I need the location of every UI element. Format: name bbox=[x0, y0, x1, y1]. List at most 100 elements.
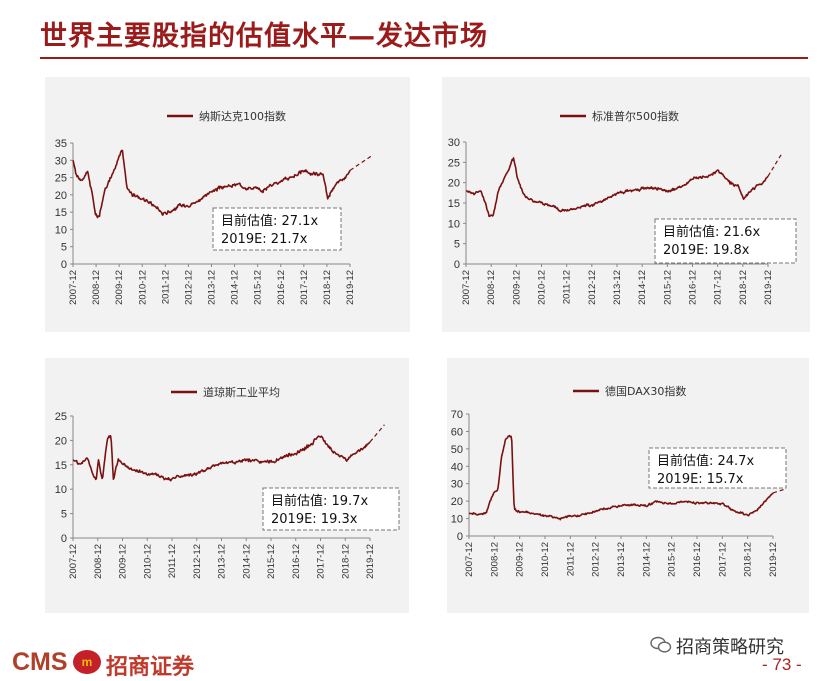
x-tick-label: 2016-12 bbox=[688, 270, 699, 305]
x-tick-label: 2018-12 bbox=[738, 270, 749, 305]
x-tick-label: 2013-12 bbox=[616, 542, 627, 577]
y-tick-label: 5 bbox=[61, 509, 67, 521]
projection-line bbox=[349, 154, 374, 171]
page-number: - 73 - bbox=[762, 655, 802, 674]
chart-nasdaq: 纳斯达克100指数 0 5 10 15 20 25 30 35 2007-12 2008-12 200… bbox=[55, 109, 374, 305]
y-tick-label: 15 bbox=[55, 460, 67, 472]
valuation-box bbox=[212, 207, 342, 251]
y-tick-label: 5 bbox=[454, 239, 460, 251]
x-tick-label: 2018-12 bbox=[340, 544, 351, 579]
x-tick-label: 2012-12 bbox=[591, 542, 602, 577]
x-tick-label: 2019-12 bbox=[763, 270, 774, 305]
x-tick-label: 2007-12 bbox=[464, 542, 475, 577]
y-tick-label: 0 bbox=[61, 533, 67, 545]
y-tick-label: 10 bbox=[55, 224, 67, 236]
x-tick-label: 2010-12 bbox=[540, 542, 551, 577]
brand-logo-icon: m bbox=[73, 650, 101, 674]
x-tick-label: 2017-12 bbox=[299, 270, 310, 305]
x-tick-label: 2009-12 bbox=[114, 270, 125, 305]
x-tick-label: 2018-12 bbox=[743, 542, 754, 577]
chart-panel-dow: 道琼斯工业平均 0 5 10 15 20 25 2007-12 2008-12 2009-12 20… bbox=[45, 358, 409, 613]
legend-label: 德国DAX30指数 bbox=[605, 384, 686, 398]
x-tick-label: 2017-12 bbox=[316, 544, 327, 579]
x-tick-label: 2017-12 bbox=[713, 270, 724, 305]
x-tick-label: 2008-12 bbox=[91, 270, 102, 305]
x-tick-label: 2009-12 bbox=[118, 544, 129, 579]
x-tick-label: 2019-12 bbox=[365, 544, 376, 579]
y-tick-label: 15 bbox=[448, 198, 460, 210]
current-valuation: 目前估值: 27.1x bbox=[221, 213, 318, 229]
legend-label: 道琼斯工业平均 bbox=[203, 385, 280, 399]
y-tick-label: 10 bbox=[55, 484, 67, 496]
valuation-box bbox=[654, 218, 797, 264]
x-tick-label: 2015-12 bbox=[667, 542, 678, 577]
valuation-box bbox=[262, 487, 400, 531]
series-line-sp500 bbox=[465, 157, 769, 218]
x-tick-label: 2015-12 bbox=[662, 270, 673, 305]
x-tick-label: 2013-12 bbox=[207, 270, 218, 305]
forecast-valuation: 2019E: 19.8x bbox=[663, 243, 750, 258]
y-tick-label: 0 bbox=[454, 259, 460, 271]
x-tick-label: 2016-12 bbox=[692, 542, 703, 577]
x-tick-label: 2010-12 bbox=[137, 270, 148, 305]
y-tick-label: 15 bbox=[55, 207, 67, 219]
x-tick-label: 2011-12 bbox=[167, 544, 178, 578]
x-tick-label: 2019-12 bbox=[768, 542, 779, 577]
chart-dax: 德国DAX30指数 0 10 20 30 40 50 60 70 2007-12 2008-12 20… bbox=[451, 384, 787, 577]
series-line-dow bbox=[72, 435, 371, 482]
valuation-box bbox=[648, 447, 787, 489]
x-tick-label: 2012-12 bbox=[183, 270, 194, 305]
x-tick-label: 2012-12 bbox=[587, 270, 598, 305]
x-tick-label: 2008-12 bbox=[93, 544, 104, 579]
chart-panel-sp500: 标准普尔500指数 0 5 10 15 20 25 30 2007-12 2008-12 2009-… bbox=[442, 77, 810, 332]
y-tick-label: 60 bbox=[451, 426, 463, 438]
y-tick-label: 70 bbox=[451, 409, 463, 421]
x-tick-label: 2015-12 bbox=[253, 270, 264, 305]
x-tick-label: 2009-12 bbox=[515, 542, 526, 577]
x-tick-label: 2019-12 bbox=[345, 270, 356, 305]
wechat-account: 招商策略研究 bbox=[676, 637, 784, 658]
y-tick-label: 25 bbox=[448, 157, 460, 169]
projection-line bbox=[767, 151, 784, 177]
x-tick-label: 2008-12 bbox=[486, 270, 497, 305]
y-tick-label: 25 bbox=[55, 411, 67, 423]
company-name: 招商证券 bbox=[106, 655, 195, 680]
x-tick-label: 2014-12 bbox=[637, 270, 648, 305]
projection-line bbox=[369, 424, 385, 443]
forecast-valuation: 2019E: 19.3x bbox=[271, 512, 358, 527]
y-tick-label: 0 bbox=[61, 259, 67, 271]
chart-dow: 道琼斯工业平均 0 5 10 15 20 25 2007-12 2008-12 2009-12 20… bbox=[55, 385, 400, 579]
x-tick-label: 2009-12 bbox=[511, 270, 522, 305]
series-line-nasdaq bbox=[72, 149, 351, 219]
forecast-valuation: 2019E: 21.7x bbox=[221, 232, 308, 247]
page-title: 世界主要股指的估值水平—发达市场 bbox=[40, 21, 488, 52]
y-tick-label: 30 bbox=[55, 155, 67, 167]
y-tick-label: 10 bbox=[451, 514, 463, 526]
y-tick-label: 20 bbox=[55, 435, 67, 447]
y-tick-label: 30 bbox=[448, 137, 460, 149]
legend-label: 纳斯达克100指数 bbox=[199, 109, 286, 123]
wechat-icon bbox=[650, 636, 672, 653]
x-tick-label: 2014-12 bbox=[241, 544, 252, 579]
x-tick-label: 2013-12 bbox=[217, 544, 228, 579]
legend-label: 标准普尔500指数 bbox=[592, 109, 679, 123]
y-tick-label: 0 bbox=[457, 531, 463, 543]
x-tick-label: 2010-12 bbox=[142, 544, 153, 579]
current-valuation: 目前估值: 19.7x bbox=[271, 493, 368, 509]
x-tick-label: 2012-12 bbox=[192, 544, 203, 579]
chart-panel-nasdaq: 纳斯达克100指数 0 5 10 15 20 25 30 35 2007-12 2008-12 200… bbox=[45, 77, 410, 332]
x-tick-label: 2011-12 bbox=[565, 542, 576, 576]
x-tick-label: 2010-12 bbox=[537, 270, 548, 305]
x-tick-label: 2017-12 bbox=[717, 542, 728, 577]
x-tick-label: 2016-12 bbox=[291, 544, 302, 579]
y-tick-label: 25 bbox=[55, 173, 67, 185]
x-tick-label: 2014-12 bbox=[230, 270, 241, 305]
y-tick-label: 5 bbox=[61, 242, 67, 254]
y-tick-label: 50 bbox=[451, 444, 463, 456]
y-tick-label: 35 bbox=[55, 138, 67, 150]
x-tick-label: 2007-12 bbox=[461, 270, 472, 305]
y-tick-label: 20 bbox=[448, 178, 460, 190]
x-tick-label: 2007-12 bbox=[68, 544, 79, 579]
x-tick-label: 2007-12 bbox=[68, 270, 79, 305]
series-line-dax bbox=[468, 434, 774, 521]
